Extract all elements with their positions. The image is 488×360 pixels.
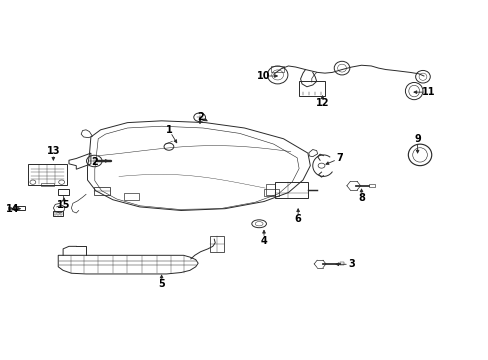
Bar (339, 262, 344, 265)
Text: 10: 10 (257, 71, 270, 81)
Text: 13: 13 (46, 146, 60, 156)
Bar (58, 189, 69, 195)
Bar (94, 187, 110, 195)
Bar (60, 212, 62, 215)
Bar (274, 182, 307, 198)
Bar (7, 207, 11, 210)
Text: 11: 11 (421, 87, 435, 97)
Bar (57, 212, 59, 215)
Bar (14, 206, 25, 211)
Bar (53, 211, 63, 216)
Text: 8: 8 (357, 193, 364, 203)
Text: 2: 2 (197, 112, 203, 122)
Bar (124, 193, 139, 201)
Text: 1: 1 (165, 125, 172, 135)
Text: 5: 5 (158, 279, 164, 289)
Text: 2: 2 (91, 157, 98, 167)
Bar (368, 184, 374, 187)
Bar (54, 212, 56, 215)
Bar (271, 66, 284, 72)
Text: 3: 3 (347, 259, 354, 269)
Text: 14: 14 (6, 204, 20, 214)
Bar (264, 189, 278, 196)
Bar (210, 235, 224, 252)
Text: 12: 12 (315, 98, 328, 108)
Text: 6: 6 (294, 215, 301, 224)
Text: 7: 7 (336, 153, 342, 163)
Text: 9: 9 (413, 134, 420, 144)
Bar (41, 183, 54, 186)
Bar (266, 184, 275, 195)
Text: 4: 4 (260, 236, 267, 246)
Text: 15: 15 (57, 200, 71, 210)
